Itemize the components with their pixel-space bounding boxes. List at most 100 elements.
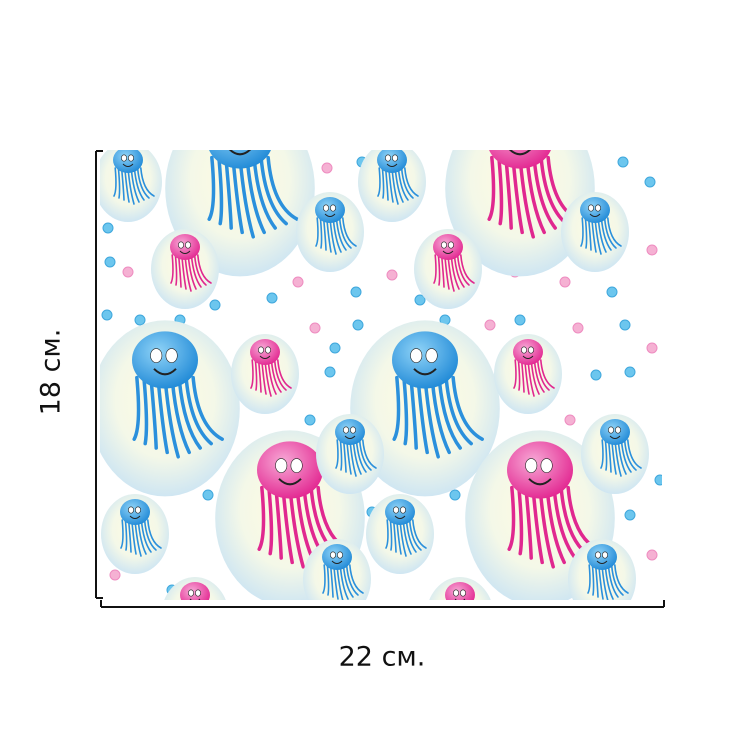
- tentacle: [451, 375, 484, 441]
- tentacle: [463, 603, 471, 637]
- tentacle: [319, 217, 323, 249]
- eye: [615, 426, 621, 434]
- tentacle: [257, 485, 266, 551]
- jellyfish: [366, 494, 434, 574]
- mouth: [278, 478, 302, 486]
- glow: [296, 192, 364, 272]
- glow: [316, 414, 384, 494]
- eye: [323, 204, 329, 212]
- tentacle: [487, 155, 496, 221]
- bubble: [321, 162, 333, 174]
- bubble: [292, 276, 304, 288]
- bubble: [101, 309, 113, 321]
- tentacle: [217, 155, 224, 226]
- tentacle: [460, 603, 466, 639]
- tentacle: [124, 519, 128, 551]
- glow: [151, 229, 219, 309]
- eye: [275, 458, 288, 473]
- mouth: [522, 355, 534, 359]
- tentacle: [504, 155, 513, 230]
- jellyfish: [494, 334, 562, 414]
- jellyfish: [303, 539, 371, 600]
- glow: [494, 334, 562, 414]
- tentacle: [580, 217, 584, 247]
- eye: [505, 129, 516, 143]
- bubble: [329, 342, 341, 354]
- dome: [209, 150, 271, 169]
- dome: [433, 234, 463, 260]
- jellyfish: [568, 539, 636, 600]
- glow: [414, 229, 482, 309]
- jellyfish: [350, 320, 500, 497]
- bubble: [624, 509, 636, 521]
- eye: [188, 589, 194, 597]
- tentacle: [191, 375, 224, 441]
- eye: [521, 129, 532, 143]
- eye: [135, 506, 141, 514]
- tentacle: [591, 564, 595, 596]
- bubble: [624, 366, 636, 378]
- glow: [358, 150, 426, 222]
- bubble: [619, 319, 631, 331]
- jellyfish: [100, 150, 162, 222]
- mouth: [189, 598, 201, 600]
- eye: [121, 154, 127, 162]
- tentacle: [532, 155, 557, 230]
- eye: [441, 241, 447, 249]
- dome: [385, 499, 415, 525]
- tentacle: [392, 375, 401, 441]
- jellyfish: [316, 414, 384, 494]
- eye: [460, 589, 466, 597]
- tentacle: [604, 439, 608, 471]
- bubble: [309, 322, 321, 334]
- eye: [588, 204, 594, 212]
- bubble: [617, 156, 629, 168]
- eye: [290, 458, 303, 473]
- eye: [241, 129, 252, 143]
- eye: [150, 348, 163, 363]
- jellyfish: [151, 229, 219, 309]
- jellyfish: [164, 577, 226, 639]
- eye: [400, 506, 406, 514]
- tentacle: [273, 359, 287, 391]
- bubble: [572, 322, 584, 334]
- tentacle: [457, 603, 461, 637]
- tentacle: [338, 217, 352, 249]
- eye: [392, 154, 398, 162]
- bubble: [559, 276, 571, 288]
- eye: [165, 348, 178, 363]
- jellyfish: [414, 229, 482, 309]
- tentacle: [147, 519, 162, 549]
- tentacle: [195, 603, 201, 639]
- bubble: [104, 256, 116, 268]
- mouth: [324, 213, 336, 217]
- jellyfish: [561, 192, 629, 272]
- eye: [410, 348, 423, 363]
- tentacle: [267, 485, 274, 556]
- eye: [453, 589, 459, 597]
- tentacle: [193, 254, 207, 286]
- tentacle: [254, 359, 258, 391]
- tentacle: [614, 564, 629, 594]
- bubble: [590, 369, 602, 381]
- mouth: [129, 515, 141, 519]
- tentacle: [408, 519, 422, 551]
- bubble: [644, 176, 656, 188]
- bubble: [352, 319, 364, 331]
- glow: [350, 320, 500, 497]
- tentacle: [389, 519, 393, 551]
- dome: [120, 499, 150, 525]
- glow: [561, 192, 629, 272]
- tentacle: [117, 167, 121, 199]
- bubble: [414, 294, 426, 306]
- dome: [257, 441, 323, 499]
- tentacle: [497, 155, 504, 226]
- eye: [448, 241, 454, 249]
- eye: [330, 551, 336, 559]
- tentacle: [412, 519, 427, 549]
- tentacle: [513, 359, 517, 389]
- mouth: [228, 150, 252, 156]
- eye: [178, 241, 184, 249]
- tentacle: [540, 359, 555, 389]
- eye: [337, 551, 343, 559]
